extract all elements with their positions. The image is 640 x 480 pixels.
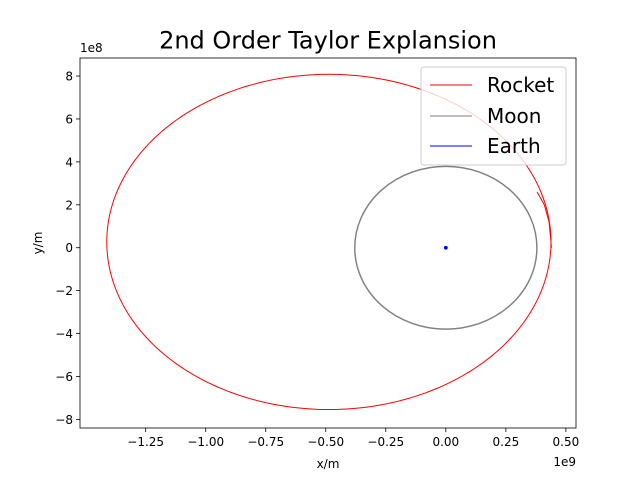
x-tick-label: −0.50 — [307, 435, 344, 449]
y-tick-label: −8 — [55, 413, 73, 427]
series-line-moon — [354, 165, 538, 330]
series-point-earth — [443, 245, 448, 250]
legend-label-rocket: Rocket — [487, 73, 554, 97]
x-tick-label: −1.25 — [127, 435, 164, 449]
x-tick-label: 0.50 — [553, 435, 580, 449]
legend-label-earth: Earth — [487, 134, 541, 158]
x-tick-label: 0.25 — [493, 435, 520, 449]
series-line-moon-inner — [354, 166, 537, 329]
y-axis-label: y/m — [31, 232, 45, 255]
legend: Rocket Moon Earth — [420, 66, 567, 166]
x-tick-label: 0.00 — [432, 435, 459, 449]
y-tick-label: −2 — [55, 284, 73, 298]
x-tick-label: −1.00 — [187, 435, 224, 449]
x-axis-ticks: −1.25 −1.00 −0.75 −0.50 −0.25 0.00 0.25 0.50 — [127, 428, 579, 449]
legend-box — [420, 66, 567, 166]
y-tick-label: 4 — [65, 155, 73, 169]
legend-label-moon: Moon — [487, 104, 541, 128]
y-tick-label: 6 — [65, 112, 73, 126]
axes-frame — [79, 57, 577, 429]
x-axis-offset: 1e9 — [553, 455, 576, 469]
y-tick-label: 8 — [65, 70, 73, 84]
series-tail-rocket — [536, 191, 552, 248]
y-axis-ticks: −8 −6 −4 −2 0 2 4 6 8 — [55, 70, 80, 427]
y-tick-label: −4 — [55, 327, 73, 341]
x-tick-label: −0.75 — [247, 435, 284, 449]
y-tick-label: −6 — [55, 370, 73, 384]
x-axis-label: x/m — [317, 457, 340, 471]
y-axis-offset: 1e8 — [80, 41, 103, 55]
y-tick-label: 2 — [65, 198, 73, 212]
x-tick-label: −0.25 — [367, 435, 404, 449]
y-tick-label: 0 — [65, 241, 73, 255]
chart-title: 2nd Order Taylor Explansion — [159, 27, 497, 55]
